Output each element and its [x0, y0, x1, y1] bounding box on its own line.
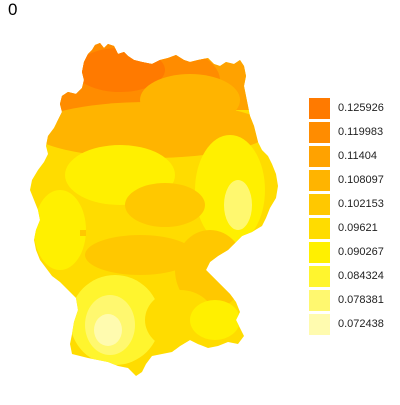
legend-swatch — [309, 314, 330, 335]
legend-label: 0.119983 — [338, 126, 383, 138]
legend-swatch — [309, 98, 330, 119]
legend-swatch — [309, 218, 330, 239]
legend-item: 0.090267 — [309, 240, 399, 264]
legend-swatch — [309, 194, 330, 215]
northeast-mid-zone — [140, 74, 240, 126]
legend-swatch — [309, 290, 330, 311]
small-feature-mark — [80, 230, 86, 236]
legend-swatch — [309, 146, 330, 167]
legend-item: 0.119983 — [309, 120, 399, 144]
legend-item: 0.11404 — [309, 144, 399, 168]
legend-item: 0.102153 — [309, 192, 399, 216]
legend-swatch — [309, 170, 330, 191]
legend-swatch — [309, 242, 330, 263]
southeast-low-zone — [190, 300, 240, 340]
legend-swatch — [309, 266, 330, 287]
legend: 0.125926 0.119983 0.11404 0.108097 0.102… — [309, 96, 399, 336]
germany-map-svg — [0, 0, 300, 400]
legend-label: 0.125926 — [338, 102, 384, 114]
legend-label: 0.084324 — [338, 270, 384, 282]
legend-item: 0.078381 — [309, 288, 399, 312]
legend-label: 0.090267 — [338, 246, 384, 258]
legend-label: 0.09621 — [338, 222, 378, 234]
legend-swatch — [309, 122, 330, 143]
legend-item: 0.125926 — [309, 96, 399, 120]
map-fill-layer — [0, 0, 300, 400]
legend-label: 0.108097 — [338, 174, 384, 186]
legend-item: 0.072438 — [309, 312, 399, 336]
legend-label: 0.102153 — [338, 198, 384, 210]
legend-label: 0.078381 — [338, 294, 384, 306]
choropleth-map — [0, 0, 300, 400]
legend-label: 0.11404 — [338, 150, 377, 162]
legend-item: 0.108097 — [309, 168, 399, 192]
legend-label: 0.072438 — [338, 318, 384, 330]
east-lower-zone — [224, 180, 252, 230]
west-low-zone — [34, 190, 86, 270]
legend-item: 0.084324 — [309, 264, 399, 288]
southwest-lowest-zone — [94, 314, 122, 346]
legend-item: 0.09621 — [309, 216, 399, 240]
middle-mid-zone — [125, 183, 205, 227]
